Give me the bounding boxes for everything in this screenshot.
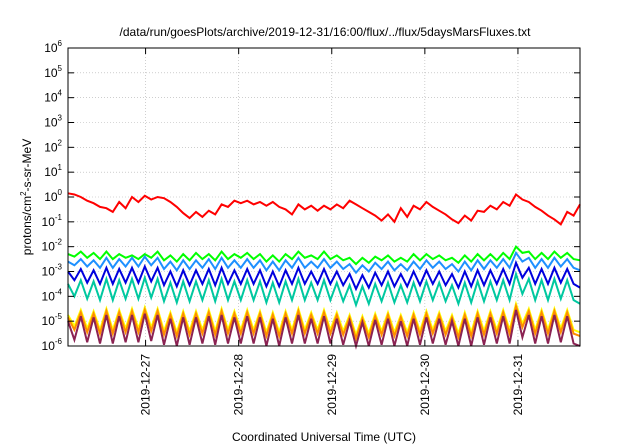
y-tick-label: 101 <box>44 163 62 179</box>
x-axis-label: Coordinated Universal Time (UTC) <box>232 430 416 444</box>
y-axis-label-prefix: protons/cm <box>20 196 34 255</box>
y-axis-label-suffix: -s-sr-MeV <box>20 139 34 192</box>
y-tick-exponent: 2 <box>58 138 63 147</box>
y-tick-base: 10 <box>42 240 56 254</box>
x-axis-ticks: 2019-12-27 2019-12-28 2019-12-29 2019-12-30… <box>139 48 525 415</box>
y-tick-exponent: -1 <box>55 213 63 222</box>
x-tick-label: 2019-12-29 <box>325 354 339 416</box>
y-tick-label: 106 <box>44 39 62 55</box>
y-tick-base: 10 <box>42 339 56 353</box>
y-tick-base: 10 <box>44 66 58 80</box>
y-tick-label: 10-3 <box>42 263 63 279</box>
x-tick-label: 2019-12-27 <box>139 354 153 416</box>
y-tick-base: 10 <box>44 116 58 130</box>
x-tick-label: 2019-12-28 <box>232 354 246 416</box>
y-tick-base: 10 <box>42 265 56 279</box>
y-tick-base: 10 <box>42 289 56 303</box>
y-tick-exponent: -6 <box>55 337 63 346</box>
y-tick-label: 10-4 <box>42 287 63 303</box>
y-axis-ticks: 10610510410310210110010-110-210-310-410-… <box>42 39 580 353</box>
y-tick-exponent: -3 <box>55 263 63 272</box>
y-tick-label: 105 <box>44 64 62 80</box>
x-tick-label: 2019-12-30 <box>418 354 432 416</box>
series-line-5 <box>67 270 581 309</box>
y-tick-exponent: 1 <box>58 163 63 172</box>
plot-frame <box>67 47 581 347</box>
y-tick-exponent: 4 <box>58 89 63 98</box>
y-tick-exponent: 6 <box>58 39 63 48</box>
y-tick-label: 104 <box>44 89 62 105</box>
y-tick-label: 103 <box>44 114 62 130</box>
series-lines <box>67 192 581 350</box>
series-line-4 <box>67 259 581 292</box>
y-tick-exponent: -4 <box>55 287 63 296</box>
y-tick-label: 10-2 <box>42 238 63 254</box>
series-line-7 <box>67 302 581 342</box>
y-tick-label: 10-1 <box>42 213 63 229</box>
y-tick-exponent: -5 <box>55 312 63 321</box>
y-tick-base: 10 <box>42 314 56 328</box>
series-line-3 <box>67 250 581 275</box>
y-tick-exponent: 5 <box>58 64 63 73</box>
series-line-8 <box>67 309 581 350</box>
y-tick-base: 10 <box>44 165 58 179</box>
y-tick-label: 100 <box>44 188 62 204</box>
y-axis-label: protons/cm2-s-sr-MeV <box>19 139 34 255</box>
y-tick-base: 10 <box>44 91 58 105</box>
y-tick-base: 10 <box>44 140 58 154</box>
y-tick-base: 10 <box>44 41 58 55</box>
y-tick-exponent: 3 <box>58 114 63 123</box>
y-tick-label: 102 <box>44 138 62 154</box>
y-axis-label-sup: 2 <box>19 191 28 196</box>
series-line-1 <box>67 192 581 226</box>
series-line-2 <box>67 245 581 266</box>
y-tick-label: 10-5 <box>42 312 63 328</box>
y-tick-base: 10 <box>42 215 56 229</box>
chart-title: /data/run/goesPlots/archive/2019-12-31/1… <box>120 25 532 39</box>
y-tick-base: 10 <box>44 190 58 204</box>
y-tick-exponent: 0 <box>58 188 63 197</box>
y-tick-exponent: -2 <box>55 238 63 247</box>
y-tick-label: 10-6 <box>42 337 63 353</box>
x-tick-label: 2019-12-31 <box>511 354 525 416</box>
